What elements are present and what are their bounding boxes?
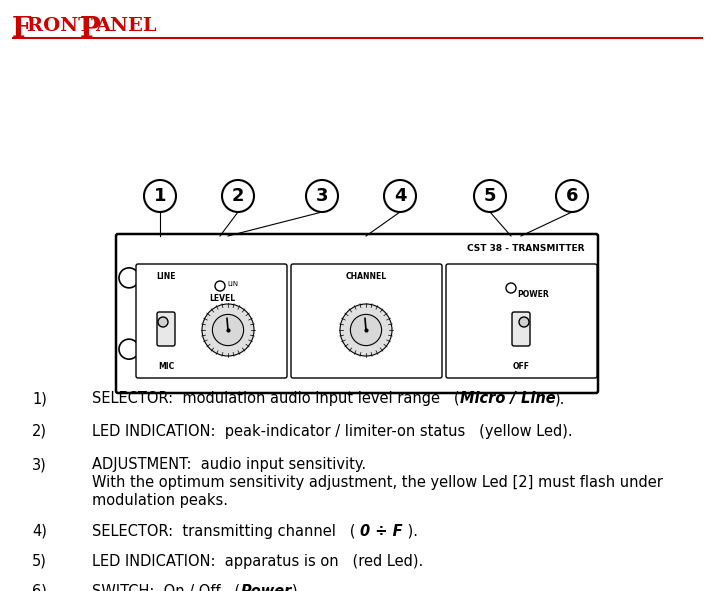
Text: MIC: MIC [158,362,174,371]
Circle shape [306,180,338,212]
Text: LED INDICATION:  peak-indicator / limiter-on status   (yellow Led).: LED INDICATION: peak-indicator / limiter… [92,424,573,439]
Circle shape [350,314,382,346]
Text: 3: 3 [316,187,328,205]
Circle shape [212,314,244,346]
FancyBboxPatch shape [157,312,175,346]
Circle shape [340,304,392,356]
Text: 4: 4 [394,187,406,205]
Text: 4): 4) [32,524,47,539]
Text: SWITCH:  On / Off   (: SWITCH: On / Off ( [92,584,240,591]
Text: LEVEL: LEVEL [209,294,235,303]
FancyBboxPatch shape [116,234,598,393]
Text: 0 ÷ F: 0 ÷ F [360,524,403,539]
Text: ).: ). [403,524,418,539]
Text: 5: 5 [484,187,496,205]
Text: LINE: LINE [157,272,176,281]
Text: 2: 2 [232,187,245,205]
Circle shape [474,180,506,212]
Text: P: P [80,16,101,43]
Text: SELECTOR:  modulation audio input level range   (: SELECTOR: modulation audio input level r… [92,391,460,406]
Text: Power: Power [240,584,292,591]
Text: 2): 2) [32,424,47,439]
Circle shape [575,268,595,288]
FancyBboxPatch shape [136,264,287,378]
Text: LIN: LIN [227,281,238,287]
Text: ANEL: ANEL [95,17,157,35]
Text: RONT: RONT [27,17,99,35]
Text: modulation peaks.: modulation peaks. [92,493,228,508]
Text: OFF: OFF [513,362,530,371]
Text: CHANNEL: CHANNEL [345,272,387,281]
Circle shape [215,281,225,291]
FancyBboxPatch shape [512,312,530,346]
Circle shape [556,180,588,212]
Text: 3): 3) [32,457,46,472]
Circle shape [119,339,139,359]
Circle shape [119,268,139,288]
Text: CST 38 - TRANSMITTER: CST 38 - TRANSMITTER [467,244,585,253]
Text: 6): 6) [32,584,47,591]
Text: ).: ). [292,584,302,591]
Text: ).: ). [556,391,566,406]
Text: F: F [12,16,31,43]
Text: 1): 1) [32,391,47,406]
FancyBboxPatch shape [291,264,442,378]
Text: SELECTOR:  transmitting channel   (: SELECTOR: transmitting channel ( [92,524,360,539]
Text: POWER: POWER [517,290,549,299]
Circle shape [158,317,168,327]
FancyBboxPatch shape [446,264,597,378]
Circle shape [506,283,516,293]
Circle shape [144,180,176,212]
Circle shape [519,317,529,327]
Text: Micro / Line: Micro / Line [460,391,556,406]
Circle shape [575,339,595,359]
Circle shape [222,180,254,212]
Text: 1: 1 [154,187,167,205]
Circle shape [202,304,254,356]
Text: With the optimum sensitivity adjustment, the yellow Led [2] must flash under: With the optimum sensitivity adjustment,… [92,475,663,490]
Circle shape [384,180,416,212]
Text: LED INDICATION:  apparatus is on   (red Led).: LED INDICATION: apparatus is on (red Led… [92,554,423,569]
Text: ADJUSTMENT:  audio input sensitivity.: ADJUSTMENT: audio input sensitivity. [92,457,366,472]
Text: 6: 6 [566,187,578,205]
Text: 5): 5) [32,554,47,569]
